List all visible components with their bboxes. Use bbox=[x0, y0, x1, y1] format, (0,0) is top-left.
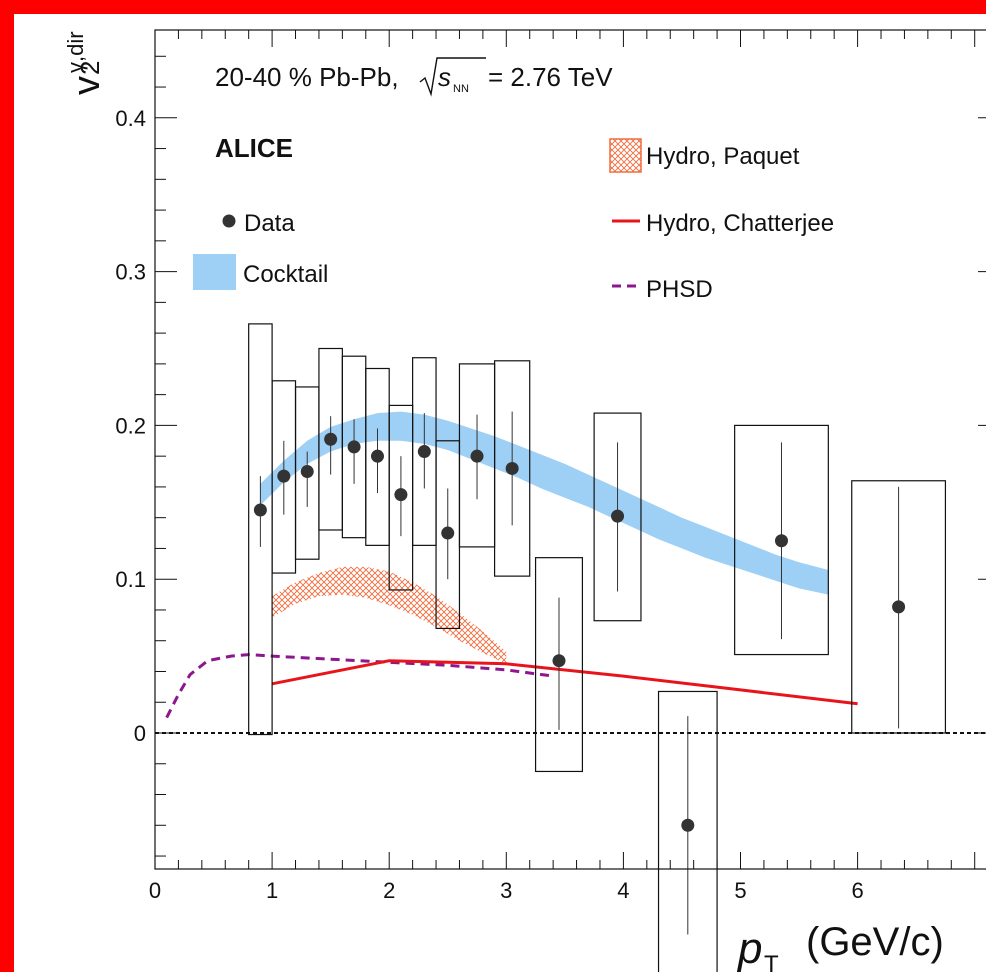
legend: Data Cocktail Hydro, Paquet Hydro, Chatt… bbox=[193, 138, 834, 303]
energy-label: = 2.76 TeV bbox=[488, 62, 613, 92]
legend-cocktail-swatch bbox=[193, 254, 236, 290]
x-tick-label: 3 bbox=[500, 878, 512, 903]
y-tick-label: 0.4 bbox=[115, 106, 146, 131]
energy-subscript: NN bbox=[453, 83, 469, 95]
systematic-box bbox=[493, 360, 531, 577]
y-tick-label: 0 bbox=[134, 721, 146, 746]
hydro-chatterjee-series bbox=[271, 659, 858, 706]
systematic-box bbox=[851, 480, 947, 734]
data-point bbox=[470, 449, 484, 463]
systematic-box bbox=[534, 557, 584, 773]
data-point bbox=[324, 432, 338, 446]
phsd-line bbox=[165, 653, 554, 719]
x-axis-label-subscript: T bbox=[764, 951, 779, 972]
x-tick-label: 0 bbox=[149, 878, 161, 903]
energy-symbol: s bbox=[438, 62, 451, 92]
x-tick-label: 4 bbox=[617, 878, 629, 903]
data-point bbox=[441, 526, 455, 540]
y-axis-label-main: v bbox=[66, 76, 108, 95]
systematic-box bbox=[657, 690, 718, 972]
legend-data-marker bbox=[222, 214, 236, 228]
hydro-paquet-band bbox=[272, 566, 507, 664]
data-point bbox=[394, 488, 408, 502]
red-frame-left bbox=[0, 0, 14, 972]
cocktail-band bbox=[260, 411, 829, 595]
data-point bbox=[611, 509, 625, 523]
y-axis-label: v 2 γ,dir bbox=[63, 31, 108, 95]
hydro-paquet-band-series bbox=[272, 566, 507, 664]
legend-data-label: Data bbox=[244, 210, 295, 237]
tick-labels: 0 1 2 3 4 5 6 0 0.1 0.2 0.3 0.4 bbox=[115, 106, 863, 903]
system-label: 20-40 % Pb-Pb, bbox=[215, 62, 399, 92]
x-axis-label-unit: (GeV/c) bbox=[806, 920, 944, 964]
data-point bbox=[370, 449, 384, 463]
x-tick-label: 1 bbox=[266, 878, 278, 903]
y-tick-label: 0.2 bbox=[115, 413, 146, 438]
sqrt-sign bbox=[419, 57, 486, 97]
data-series bbox=[248, 323, 947, 972]
hydro-chatterjee-line bbox=[271, 659, 858, 706]
x-axis-label-italic: p bbox=[736, 924, 762, 972]
y-tick-label: 0.1 bbox=[115, 567, 146, 592]
systematic-box bbox=[734, 424, 829, 656]
data-point bbox=[892, 600, 906, 614]
experiment-label: ALICE bbox=[215, 133, 293, 163]
y-tick-label: 0.3 bbox=[115, 260, 146, 285]
data-point bbox=[253, 503, 267, 517]
y-axis-label-subscript: 2 bbox=[75, 61, 105, 75]
x-tick-label: 5 bbox=[734, 878, 746, 903]
data-point bbox=[277, 469, 291, 483]
cocktail-band-series bbox=[260, 411, 829, 595]
data-point bbox=[774, 534, 788, 548]
data-point bbox=[505, 461, 519, 475]
data-point bbox=[300, 465, 314, 479]
legend-hydro-paquet-swatch bbox=[609, 138, 642, 173]
red-frame-top bbox=[0, 0, 986, 14]
data-point bbox=[681, 818, 695, 832]
legend-hydro-chatterjee-label: Hydro, Chatterjee bbox=[646, 210, 834, 237]
data-point bbox=[417, 445, 431, 459]
systematic-box bbox=[593, 412, 642, 622]
y-axis-label-superscript: γ,dir bbox=[63, 31, 88, 73]
legend-cocktail-label: Cocktail bbox=[243, 261, 328, 288]
data-point bbox=[347, 440, 361, 454]
data-point bbox=[552, 654, 566, 668]
phsd-series bbox=[165, 653, 554, 719]
axes-frame bbox=[154, 29, 986, 870]
legend-hydro-paquet-label: Hydro, Paquet bbox=[646, 143, 800, 170]
x-tick-label: 2 bbox=[383, 878, 395, 903]
legend-phsd-label: PHSD bbox=[646, 276, 713, 303]
x-tick-label: 6 bbox=[851, 878, 863, 903]
